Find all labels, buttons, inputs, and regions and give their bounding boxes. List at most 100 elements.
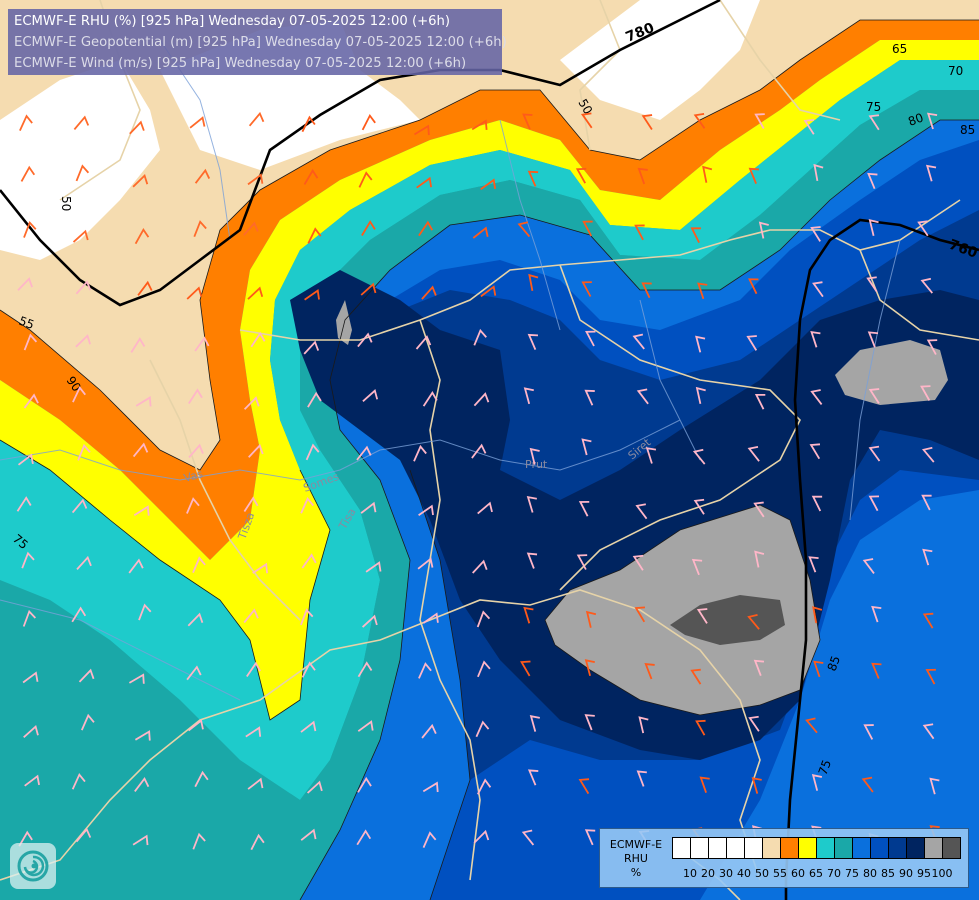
wind-barb (194, 770, 209, 788)
title-rhu: ECMWF-E RHU (%) [925 hPa] Wednesday 07-0… (14, 14, 451, 29)
wind-barb (754, 550, 765, 568)
wind-barb (422, 831, 437, 848)
wind-barb (189, 116, 206, 129)
rhu-band-50-white-west (0, 60, 160, 260)
wind-barb (186, 665, 202, 681)
wind-barb (301, 553, 317, 569)
legend-swatch-8 (816, 837, 835, 859)
wind-barb (920, 277, 933, 294)
wind-barb (581, 281, 592, 297)
wind-barb (810, 226, 821, 242)
legend-swatch-3 (726, 837, 745, 859)
wind-barb (188, 719, 204, 732)
wind-barb (134, 730, 151, 741)
legend-tick-10: 10 (683, 867, 697, 880)
wind-barb (307, 391, 322, 408)
wind-barb (471, 443, 487, 459)
wind-barb (20, 165, 36, 182)
wind-barb (361, 220, 376, 236)
wind-barb (813, 163, 824, 182)
geopotential-760-line (784, 218, 979, 900)
wind-barb (300, 608, 314, 626)
legend-tick-95: 95 (917, 867, 931, 880)
wind-barb (520, 660, 531, 677)
legend-swatch-5 (762, 837, 781, 859)
wind-barb (748, 167, 759, 184)
wind-barb (303, 168, 319, 185)
rhu-label-75-east: 75 (816, 758, 834, 777)
wind-barb (526, 496, 537, 513)
wind-barb (746, 335, 758, 351)
wind-barb (529, 715, 540, 732)
wind-barb (810, 389, 823, 405)
wind-barb (358, 171, 373, 188)
wind-barb (526, 552, 538, 569)
wind-barb (527, 769, 539, 786)
river-label-prut: Prut (525, 458, 548, 471)
geopotential-780-line (0, 0, 721, 307)
wind-barb (243, 221, 259, 236)
wind-barb (422, 612, 439, 624)
legend-swatch-7 (798, 837, 817, 859)
wind-barb (71, 498, 88, 514)
wind-barb (636, 388, 649, 405)
wind-barb (753, 501, 765, 518)
rhu-band-65 (0, 40, 979, 720)
wind-barb (357, 720, 374, 732)
legend-swatch-2 (708, 837, 727, 859)
wind-barb (699, 776, 710, 793)
rhu-label-75-north: 75 (866, 100, 881, 114)
wind-barb (77, 443, 91, 461)
legend-ticks: 10 20 30 40 50 55 60 65 70 75 80 85 90 95 100 (672, 867, 972, 881)
wind-barb (250, 331, 266, 348)
wind-barb (517, 221, 531, 238)
wind-barb (23, 220, 37, 238)
wind-barb (634, 224, 645, 241)
wind-barb (357, 661, 373, 678)
wind-barb (697, 282, 708, 300)
legend-tick-75: 75 (845, 867, 859, 880)
wind-barb (921, 494, 932, 511)
wind-barb (641, 282, 652, 299)
legend-swatch-0 (672, 837, 691, 859)
wind-barb (922, 548, 933, 566)
title-wind: ECMWF-E Wind (m/s) [925 hPa] Wednesday 0… (14, 56, 467, 71)
wind-barb (188, 443, 204, 458)
wind-barb (243, 496, 259, 512)
wind-barb (748, 715, 760, 732)
wind-barb (584, 389, 595, 406)
wind-barb (811, 495, 823, 512)
wind-barb (702, 165, 713, 183)
wind-barb (477, 660, 491, 678)
wind-barb (365, 561, 382, 573)
wind-barb (24, 774, 40, 787)
wind-barb (17, 277, 33, 291)
wind-barb (868, 219, 879, 237)
wind-barb (810, 330, 821, 348)
legend-tick-70: 70 (827, 867, 841, 880)
wind-barb (128, 558, 144, 574)
wind-barb (416, 176, 433, 189)
wind-barb (695, 386, 706, 404)
rhu-band-75 (0, 90, 979, 900)
wind-barb (246, 661, 261, 678)
rhu-band-100-grey-east (835, 340, 948, 405)
wind-barb (75, 280, 92, 295)
swirl-logo-icon (17, 850, 49, 882)
rhu-band-60 (0, 20, 979, 560)
wind-barb (863, 724, 874, 740)
wind-barb (584, 714, 595, 731)
wind-barb (476, 610, 491, 628)
wind-barb (248, 443, 264, 458)
wind-barb (812, 606, 823, 624)
wind-barb (475, 720, 490, 738)
wind-barb (921, 446, 935, 463)
wind-barb (421, 285, 437, 300)
wind-barb (245, 726, 262, 738)
rhu-band-50-white-ne (560, 0, 760, 120)
wind-barb (187, 612, 204, 627)
wind-barb (417, 557, 434, 570)
wind-barb (813, 660, 824, 678)
wind-barb (23, 333, 38, 351)
